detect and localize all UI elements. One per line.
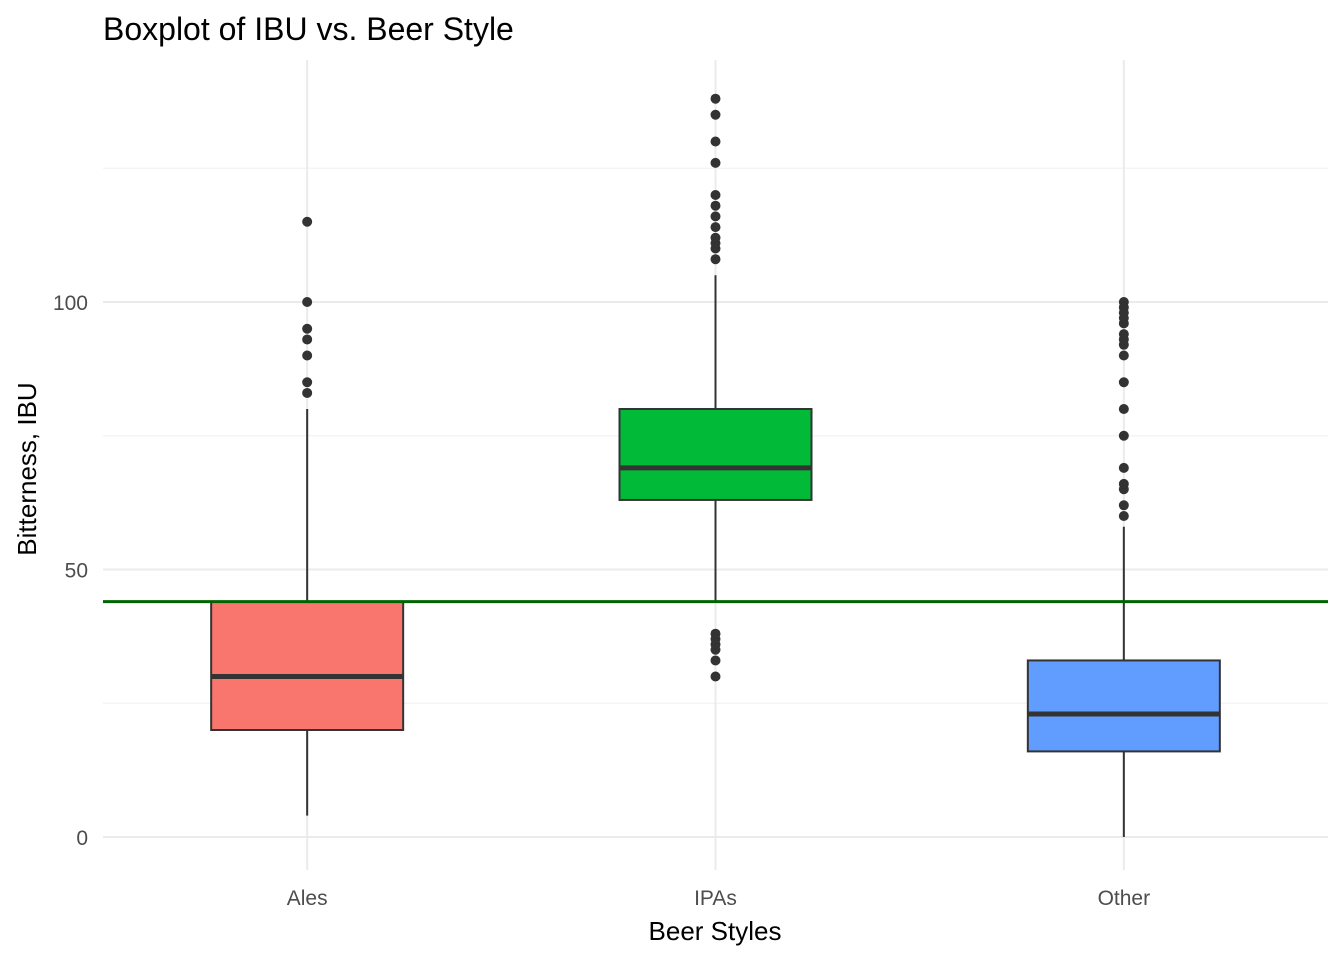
outlier-other-6: [1118, 404, 1129, 414]
outlier-ales-5: [302, 297, 313, 307]
outlier-other-11: [1118, 329, 1129, 340]
outlier-other-0: [1118, 511, 1129, 521]
outlier-ipas-5: [710, 628, 721, 639]
outlier-ales-2: [302, 350, 313, 361]
y-axis-title: Bitterness, IBU: [12, 382, 42, 555]
outlier-ipas-14: [710, 157, 721, 168]
outlier-other-3: [1118, 478, 1129, 489]
x-tick-label-ipas: IPAs: [694, 887, 737, 910]
y-tick-label-100: 100: [53, 292, 88, 315]
outlier-other-1: [1118, 500, 1129, 511]
outlier-ipas-15: [710, 136, 721, 147]
x-axis-title: Beer Styles: [649, 916, 782, 946]
outlier-ipas-17: [710, 93, 721, 104]
tick-labels: 0 50 100 Ales IPAs Other: [53, 292, 1150, 910]
outlier-ales-1: [302, 377, 313, 388]
outlier-ales-3: [302, 334, 313, 345]
x-tick-label-other: Other: [1098, 887, 1151, 910]
boxes-layer: [210, 93, 1221, 837]
outlier-ipas-1: [710, 655, 721, 666]
outlier-ipas-16: [710, 109, 721, 120]
outlier-ipas-9: [710, 232, 721, 243]
chart-title: Boxplot of IBU vs. Beer Style: [103, 11, 514, 47]
box-ales: [210, 216, 405, 816]
outlier-ipas-10: [710, 222, 721, 233]
x-tick-label-ales: Ales: [287, 887, 328, 910]
outlier-ales-4: [302, 323, 313, 334]
outlier-other-5: [1118, 430, 1129, 441]
outlier-ales-6: [302, 216, 313, 227]
y-tick-label-0: 0: [76, 827, 88, 850]
outlier-ipas-13: [710, 190, 721, 200]
outlier-ipas-6: [710, 254, 721, 265]
outlier-ipas-11: [710, 211, 721, 222]
outlier-ales-0: [302, 387, 313, 398]
box-other: [1026, 297, 1221, 837]
outlier-ipas-0: [710, 671, 721, 682]
outlier-ipas-12: [710, 200, 721, 211]
box-body-ales: [210, 600, 405, 731]
box-body-ipas: [618, 408, 813, 501]
outlier-other-7: [1118, 377, 1129, 388]
outlier-other-16: [1118, 297, 1129, 307]
box-ipas: [618, 93, 813, 682]
box-body-other: [1026, 659, 1221, 753]
y-tick-label-50: 50: [65, 560, 88, 583]
outlier-other-4: [1118, 462, 1129, 473]
outlier-other-8: [1118, 350, 1129, 361]
